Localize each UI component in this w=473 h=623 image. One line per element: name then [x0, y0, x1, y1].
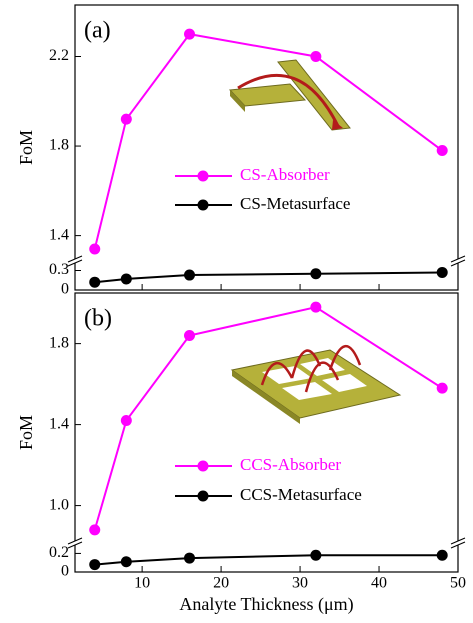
- plot-frame: [75, 293, 458, 572]
- data-point: [121, 415, 132, 426]
- panel-label: (a): [84, 18, 111, 44]
- data-point: [310, 302, 321, 313]
- figure: 1.4 1.8 2.2 0 0.3 (a) FoM CS-Absorber CS-Metasur…: [0, 0, 473, 623]
- inset-square: [232, 346, 400, 424]
- panel-label: (b): [84, 306, 112, 332]
- legend-marker: [198, 461, 209, 472]
- x-tick-label: 20: [213, 575, 229, 592]
- y-tick-label: 0.2: [49, 544, 69, 561]
- x-tick-label: 10: [134, 575, 150, 592]
- data-point: [89, 244, 100, 255]
- y-tick-label: 1.0: [49, 496, 69, 513]
- data-point: [437, 550, 448, 561]
- y-tick-label: 2.2: [49, 47, 69, 64]
- legend-label: CCS-Metasurface: [240, 485, 362, 504]
- axis-break-gap: [71, 541, 79, 545]
- legend-label: CCS-Absorber: [240, 455, 341, 474]
- data-point: [310, 550, 321, 561]
- data-point: [184, 29, 195, 40]
- legend-label: CS-Absorber: [240, 165, 330, 184]
- inset-cross: [230, 60, 350, 130]
- data-point: [121, 556, 132, 567]
- y-tick-label: 0.3: [49, 261, 69, 278]
- x-tick-label: 50: [450, 575, 466, 592]
- y-tick-label: 1.8: [49, 334, 69, 351]
- data-point: [184, 330, 195, 341]
- data-point: [89, 524, 100, 535]
- data-point: [310, 268, 321, 279]
- legend-marker: [198, 200, 209, 211]
- series-line: [95, 34, 442, 249]
- x-tick-label: 30: [292, 575, 308, 592]
- axis-break-gap: [454, 259, 462, 263]
- data-point: [121, 114, 132, 125]
- data-point: [437, 383, 448, 394]
- y-axis-label: FoM: [16, 130, 36, 165]
- legend-marker: [198, 171, 209, 182]
- axis-break-gap: [454, 541, 462, 545]
- data-point: [184, 270, 195, 281]
- y-tick-label: 1.8: [49, 137, 69, 154]
- data-point: [184, 553, 195, 564]
- y-tick-label: 1.4: [49, 226, 69, 243]
- x-axis-label: Analyte Thickness (μm): [179, 594, 353, 615]
- data-point: [121, 273, 132, 284]
- y-tick-label: 0: [61, 563, 69, 580]
- legend-marker: [198, 491, 209, 502]
- y-tick-label: 1.4: [49, 415, 69, 432]
- data-point: [89, 277, 100, 288]
- series-line: [95, 272, 442, 282]
- data-point: [89, 559, 100, 570]
- legend-label: CS-Metasurface: [240, 194, 350, 213]
- series-line: [95, 555, 442, 564]
- data-point: [437, 145, 448, 156]
- data-point: [310, 51, 321, 62]
- axis-break-gap: [71, 259, 79, 263]
- y-axis-label: FoM: [16, 415, 36, 450]
- x-tick-label: 40: [371, 575, 387, 592]
- y-tick-label: 0: [61, 281, 69, 298]
- data-point: [437, 267, 448, 278]
